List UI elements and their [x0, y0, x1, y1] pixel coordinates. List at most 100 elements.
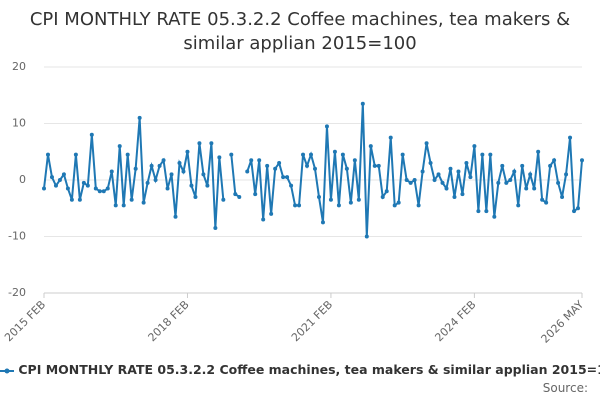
- chart-title: CPI MONTHLY RATE 05.3.2.2 Coffee machine…: [29, 9, 571, 54]
- point: [508, 178, 513, 182]
- point: [213, 226, 218, 231]
- point: [93, 186, 98, 191]
- point: [105, 186, 110, 191]
- point: [53, 183, 58, 188]
- point: [89, 132, 94, 137]
- point: [49, 175, 54, 180]
- point: [496, 180, 501, 185]
- point: [400, 152, 405, 157]
- point: [424, 141, 429, 146]
- point: [301, 152, 306, 157]
- point: [45, 152, 50, 157]
- point: [181, 169, 186, 174]
- legend[interactable]: CPI MONTHLY RATE 05.3.2.2 Coffee machine…: [0, 362, 600, 377]
- point: [384, 189, 389, 194]
- point: [201, 172, 206, 177]
- point: [432, 178, 437, 182]
- point: [348, 200, 353, 205]
- point: [293, 203, 298, 208]
- point: [189, 183, 194, 188]
- point: [133, 166, 138, 171]
- point: [205, 183, 210, 188]
- legend-label: CPI MONTHLY RATE 05.3.2.2 Coffee machine…: [18, 362, 600, 377]
- point: [380, 194, 385, 199]
- point: [177, 161, 182, 166]
- x-tick-label: 2021 FEB: [289, 298, 335, 344]
- point: [352, 158, 357, 163]
- point: [165, 186, 170, 191]
- point: [388, 135, 393, 140]
- point: [544, 200, 549, 205]
- point: [73, 152, 78, 157]
- point: [153, 178, 158, 182]
- point: [340, 152, 345, 157]
- point: [289, 183, 294, 188]
- point: [81, 180, 86, 185]
- y-tick-label: 0: [19, 173, 26, 186]
- point: [560, 194, 565, 199]
- point: [149, 163, 154, 168]
- point: [101, 189, 106, 194]
- source: Source:: [542, 381, 588, 395]
- point: [480, 152, 485, 157]
- point: [396, 200, 401, 205]
- point: [217, 155, 222, 160]
- point: [448, 166, 453, 171]
- point: [245, 169, 250, 174]
- point: [500, 163, 505, 168]
- point: [221, 197, 226, 202]
- point: [404, 178, 409, 182]
- point: [233, 192, 238, 197]
- point: [472, 144, 477, 149]
- point: [257, 158, 262, 163]
- point: [336, 203, 341, 208]
- x-tick-label: 2024 FEB: [432, 298, 478, 344]
- point: [428, 161, 433, 166]
- point: [564, 172, 569, 177]
- point: [277, 161, 282, 166]
- point: [297, 203, 302, 208]
- y-tick-label: 20: [12, 60, 26, 73]
- point: [324, 124, 329, 129]
- point: [157, 163, 162, 168]
- point: [197, 141, 202, 146]
- point: [528, 172, 533, 177]
- point: [121, 203, 126, 208]
- point: [488, 152, 493, 157]
- point: [548, 163, 553, 168]
- point: [460, 192, 465, 197]
- point: [173, 214, 178, 219]
- point: [113, 203, 118, 208]
- legend-swatch: [0, 368, 14, 373]
- point: [368, 144, 373, 149]
- point: [109, 169, 114, 174]
- point: [540, 197, 545, 202]
- point: [281, 175, 286, 180]
- point: [169, 172, 174, 177]
- point: [328, 197, 333, 202]
- point: [532, 186, 537, 191]
- point: [69, 197, 74, 202]
- point: [440, 180, 445, 185]
- point: [580, 158, 584, 163]
- point: [456, 169, 461, 174]
- point: [253, 192, 258, 197]
- point: [193, 194, 198, 199]
- point: [309, 152, 314, 157]
- point: [484, 209, 489, 214]
- point: [316, 194, 321, 199]
- point: [476, 209, 481, 214]
- point: [61, 172, 66, 177]
- point: [464, 161, 469, 166]
- point: [568, 135, 573, 140]
- point: [141, 200, 146, 205]
- point: [516, 203, 521, 208]
- point: [536, 149, 541, 154]
- point: [452, 194, 457, 199]
- point: [444, 186, 449, 191]
- point: [576, 206, 581, 211]
- point: [161, 158, 166, 163]
- point: [392, 203, 397, 208]
- point: [412, 178, 417, 182]
- point: [420, 169, 425, 174]
